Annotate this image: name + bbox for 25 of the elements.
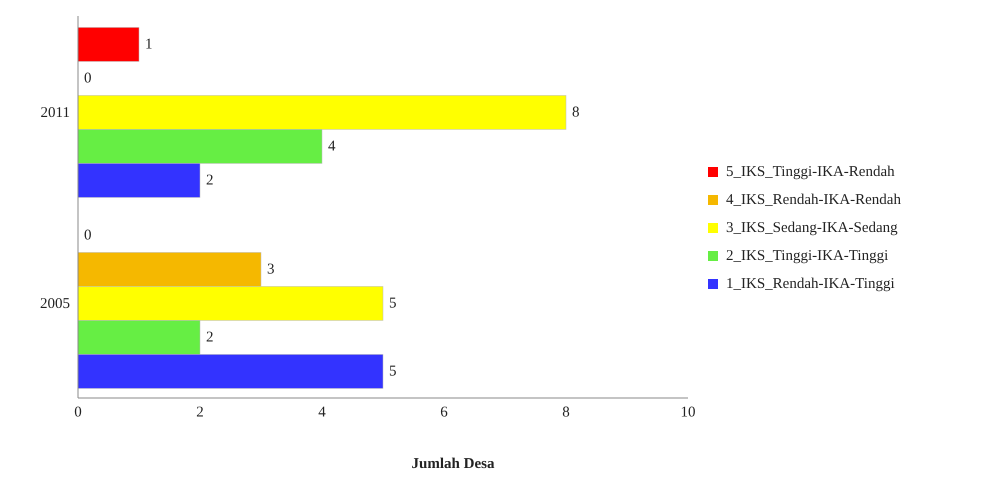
data-label: 0 bbox=[84, 227, 92, 244]
legend-label: 2_IKS_Tinggi-IKA-Tinggi bbox=[726, 247, 888, 266]
data-label: 5 bbox=[389, 363, 396, 380]
data-label: 2 bbox=[206, 329, 214, 346]
x-tick-label: 0 bbox=[74, 404, 82, 421]
bar bbox=[78, 27, 140, 62]
data-label: 3 bbox=[267, 261, 274, 278]
data-label: 0 bbox=[84, 70, 92, 86]
x-tick-label: 10 bbox=[680, 404, 696, 421]
x-axis-title: Jumlah Desa bbox=[410, 456, 496, 473]
x-tick-label: 2 bbox=[196, 404, 204, 421]
x-tick-label: 8 bbox=[562, 404, 570, 421]
x-tick-label: 4 bbox=[318, 404, 326, 421]
legend-label: 3_IKS_Sedang-IKA-Sedang bbox=[726, 219, 898, 238]
data-label: 1 bbox=[145, 36, 152, 52]
legend-label: 1_IKS_Rendah-IKA-Tinggi bbox=[726, 275, 895, 294]
data-label: 5 bbox=[389, 295, 396, 312]
data-label: 4 bbox=[328, 138, 336, 154]
data-label: 8 bbox=[572, 104, 580, 120]
legend-label: 5_IKS_Tinggi-IKA-Rendah bbox=[726, 163, 895, 182]
y-tick-label: 2005 bbox=[40, 296, 70, 312]
x-tick-label: 6 bbox=[440, 404, 448, 421]
legend-label: 4_IKS_Rendah-IKA-Rendah bbox=[726, 191, 901, 210]
data-label: 2 bbox=[206, 172, 214, 188]
y-tick-label: 2011 bbox=[40, 104, 70, 121]
